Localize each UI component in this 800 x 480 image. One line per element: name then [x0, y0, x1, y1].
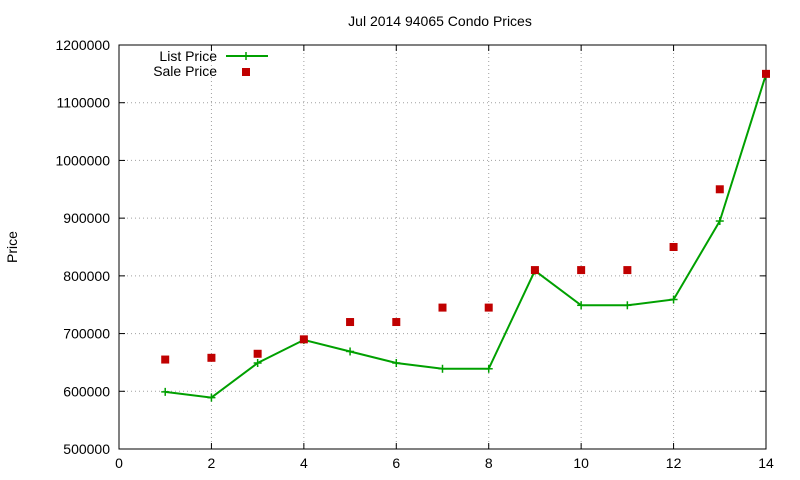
- sale-price-point: [623, 266, 632, 275]
- x-tick-label: 10: [573, 455, 589, 471]
- series-layer: [161, 69, 770, 402]
- list-price-point: [438, 364, 447, 373]
- chart-title: Jul 2014 94065 Condo Prices: [348, 13, 532, 29]
- sale-price-point: [669, 243, 678, 251]
- sale-price-point: [207, 353, 216, 362]
- list-price-point: [669, 295, 678, 304]
- list-price-point: [253, 359, 262, 368]
- sale-price-point: [762, 69, 770, 78]
- list-price-point: [484, 364, 493, 373]
- list-price-point: [623, 301, 632, 310]
- sale-price-point: [346, 318, 355, 327]
- x-tick-label: 14: [758, 455, 774, 471]
- sale-price-point: [577, 266, 586, 275]
- legend-label-list-price: List Price: [159, 48, 217, 64]
- y-tick-label: 500000: [63, 441, 110, 457]
- x-tick-label: 2: [208, 455, 216, 471]
- legend-plus-marker: [242, 52, 250, 60]
- tick-labels: 0 2 4 6 8 10 12 14 500000 600000 700000 800000 90000…: [55, 37, 774, 471]
- list-price-line: [165, 74, 767, 399]
- legend-label-sale-price: Sale Price: [153, 63, 217, 79]
- x-tick-label: 6: [392, 455, 400, 471]
- sale-price-point: [438, 303, 447, 312]
- legend-marker-sale-price: [242, 68, 250, 76]
- sale-price-point: [253, 349, 262, 358]
- y-tick-label: 1000000: [55, 152, 110, 168]
- list-price-point: [207, 393, 216, 402]
- plot-frame: [118, 44, 767, 450]
- y-tick-label: 1200000: [55, 37, 110, 53]
- x-tick-label: 4: [300, 455, 308, 471]
- sale-price-point: [715, 185, 724, 194]
- sale-price-point: [392, 318, 401, 327]
- list-price-point: [577, 301, 586, 310]
- sale-price-point: [161, 355, 170, 364]
- list-price-point: [346, 347, 355, 356]
- x-tick-label: 0: [115, 455, 123, 471]
- x-tick-label: 12: [666, 455, 682, 471]
- sale-price-point: [299, 335, 308, 344]
- y-tick-label: 800000: [63, 268, 110, 284]
- y-tick-label: 1100000: [57, 95, 111, 111]
- list-price-point: [715, 217, 724, 226]
- list-price-point: [161, 387, 170, 396]
- sale-price-point: [530, 266, 539, 275]
- grid: [119, 45, 766, 449]
- legend: List Price Sale Price: [153, 48, 268, 79]
- y-tick-label: 700000: [63, 326, 110, 342]
- axis-ticks: [118, 44, 767, 450]
- x-tick-label: 8: [485, 455, 493, 471]
- sale-price-point: [484, 303, 493, 312]
- y-tick-label: 600000: [63, 383, 110, 399]
- legend-marker-list-price: [242, 52, 250, 60]
- y-tick-label: 900000: [63, 210, 110, 226]
- list-price-point: [392, 359, 401, 368]
- y-axis-label: Price: [4, 231, 20, 263]
